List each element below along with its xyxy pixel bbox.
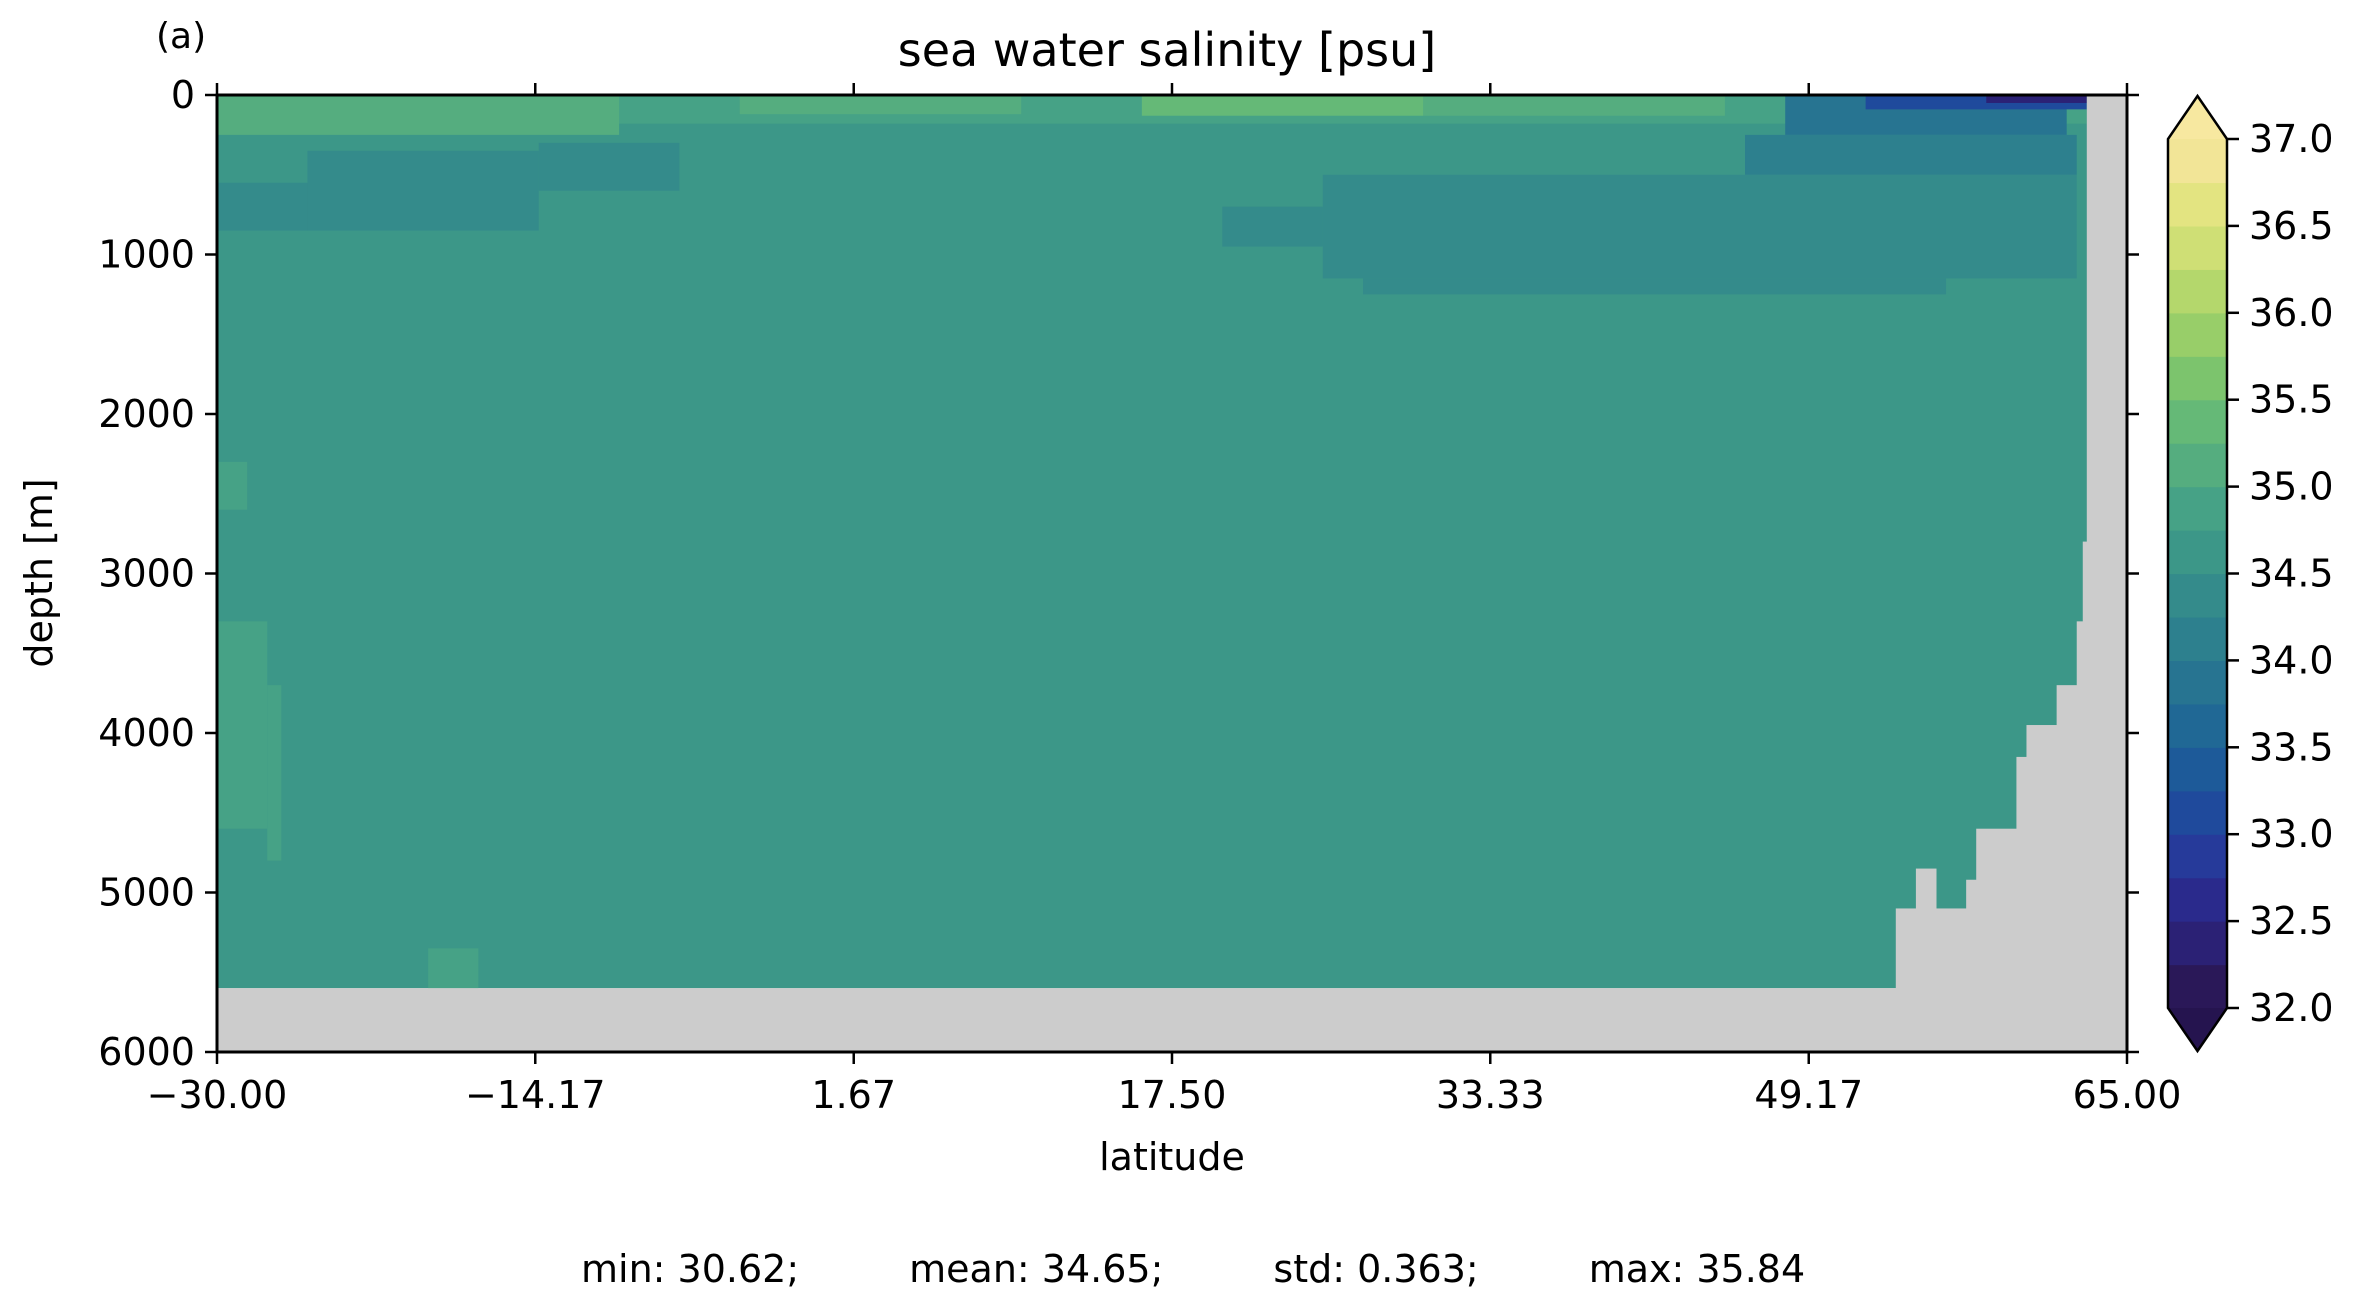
- salinity-figure: (a) sea water salinity [psu] −30.00 −14.1…: [17, 16, 2334, 1179]
- colorbar-segment-14: [2168, 356, 2227, 401]
- section-plot: [215, 93, 2129, 1054]
- land-step-6: [1976, 828, 2017, 1052]
- y-tick-label-3: 3000: [98, 552, 195, 596]
- land-step-4: [2026, 725, 2058, 1052]
- salinity-patch-1: [217, 95, 620, 135]
- colorbar-segment-18: [2168, 182, 2227, 227]
- x-axis: −30.00 −14.17 1.67 17.50 33.33 49.17 65.00: [147, 83, 2182, 1117]
- colorbar-tick-label-2: 33.0: [2249, 812, 2334, 856]
- stat-std: std: 0.363;: [1273, 1247, 1479, 1291]
- seafloor: [217, 988, 2127, 1052]
- colorbar-tick-label-0: 32.0: [2249, 986, 2334, 1030]
- y-tick-label-6: 6000: [98, 1030, 195, 1074]
- salinity-patch-17: [267, 685, 282, 861]
- land-step-8: [1936, 908, 1967, 1052]
- colorbar-tick-label-4: 34.0: [2249, 638, 2334, 682]
- colorbar-extend-under: [2168, 1008, 2227, 1051]
- x-axis-label: latitude: [1099, 1135, 1245, 1179]
- stat-min: min: 30.62;: [581, 1247, 800, 1291]
- salinity-patch-14: [1986, 95, 2087, 103]
- salinity-patch-15: [217, 461, 248, 510]
- land-step-0: [2086, 95, 2128, 1052]
- x-tick-label-3: 17.50: [1118, 1073, 1227, 1117]
- y-tick-label-5: 5000: [98, 871, 195, 915]
- salinity-patch-7: [538, 142, 680, 191]
- salinity-patch-9: [1322, 174, 2077, 279]
- colorbar-segment-8: [2168, 616, 2227, 661]
- colorbar-segment-3: [2168, 834, 2227, 879]
- colorbar-segment-19: [2168, 139, 2227, 184]
- salinity-patch-11: [1745, 134, 2077, 175]
- salinity-patch-2: [739, 95, 1022, 115]
- y-tick-label-4: 4000: [98, 711, 195, 755]
- colorbar-segment-9: [2168, 573, 2227, 618]
- land-step-5: [2016, 756, 2027, 1052]
- salinity-field: [217, 95, 2127, 989]
- colorbar-segment-13: [2168, 399, 2227, 444]
- stat-mean: mean: 34.65;: [909, 1247, 1164, 1291]
- land-step-2: [2076, 621, 2084, 1052]
- colorbar-segment-0: [2168, 964, 2227, 1009]
- colorbar: 32.0 32.5 33.0 33.5 34.0 34.5 35.0 35.5 36.0 36.5…: [2166, 93, 2334, 1054]
- land-mask: [217, 95, 2128, 1052]
- colorbar-segment-4: [2168, 790, 2227, 835]
- land-step-10: [1895, 908, 1917, 1052]
- colorbar-segment-16: [2168, 269, 2227, 314]
- x-tick-label-1: −14.17: [465, 1073, 606, 1117]
- y-axis-label: depth [m]: [17, 478, 61, 667]
- colorbar-extend-over: [2168, 96, 2227, 139]
- colorbar-tick-label-3: 33.5: [2249, 725, 2334, 769]
- colorbar-segment-10: [2168, 530, 2227, 575]
- colorbar-segment-2: [2168, 877, 2227, 922]
- colorbar-segment-17: [2168, 225, 2227, 270]
- x-tick-label-5: 49.17: [1754, 1073, 1863, 1117]
- salinity-patch-16: [217, 621, 268, 829]
- x-tick-label-0: −30.00: [147, 1073, 288, 1117]
- colorbar-segment-7: [2168, 660, 2227, 705]
- colorbar-tick-label-9: 36.5: [2249, 204, 2334, 248]
- summary-stats: min: 30.62; mean: 34.65; std: 0.363; max: 3…: [0, 1203, 2362, 1291]
- colorbar-tick-label-8: 36.0: [2249, 291, 2334, 335]
- y-tick-label-0: 0: [171, 73, 195, 117]
- salinity-patch-18: [428, 948, 479, 989]
- salinity-patch-10: [1363, 278, 1947, 295]
- salinity-patch-4: [1423, 95, 1725, 116]
- x-tick-label-4: 33.33: [1436, 1073, 1545, 1117]
- x-tick-label-2: 1.67: [811, 1073, 896, 1117]
- land-step-7: [1966, 879, 1977, 1052]
- y-tick-label-2: 2000: [98, 392, 195, 436]
- stat-max: max: 35.84: [1588, 1247, 1806, 1291]
- land-step-9: [1915, 868, 1937, 1052]
- colorbar-tick-label-10: 37.0: [2249, 117, 2334, 161]
- colorbar-tick-label-7: 35.5: [2249, 378, 2334, 422]
- colorbar-segment-12: [2168, 443, 2227, 488]
- colorbar-segment-5: [2168, 747, 2227, 792]
- panel-label: (a): [156, 16, 206, 57]
- land-step-3: [2056, 685, 2078, 1052]
- x-tick-label-6: 65.00: [2073, 1073, 2182, 1117]
- y-tick-label-1: 1000: [98, 233, 195, 277]
- chart-title: sea water salinity [psu]: [898, 23, 1437, 77]
- salinity-patch-6: [307, 150, 539, 231]
- colorbar-tick-label-5: 34.5: [2249, 552, 2334, 596]
- salinity-patch-5: [217, 182, 308, 231]
- y-axis: 0 1000 2000 3000 4000 5000 6000: [98, 73, 2139, 1074]
- land-step-1: [2082, 541, 2088, 1052]
- colorbar-segment-1: [2168, 921, 2227, 966]
- colorbar-segment-15: [2168, 312, 2227, 357]
- salinity-patch-3: [1141, 95, 1424, 116]
- salinity-patch-8: [1222, 206, 1323, 247]
- colorbar-tick-label-1: 32.5: [2249, 899, 2334, 943]
- colorbar-segment-11: [2168, 486, 2227, 531]
- colorbar-tick-label-6: 35.0: [2249, 465, 2334, 509]
- colorbar-segment-6: [2168, 703, 2227, 748]
